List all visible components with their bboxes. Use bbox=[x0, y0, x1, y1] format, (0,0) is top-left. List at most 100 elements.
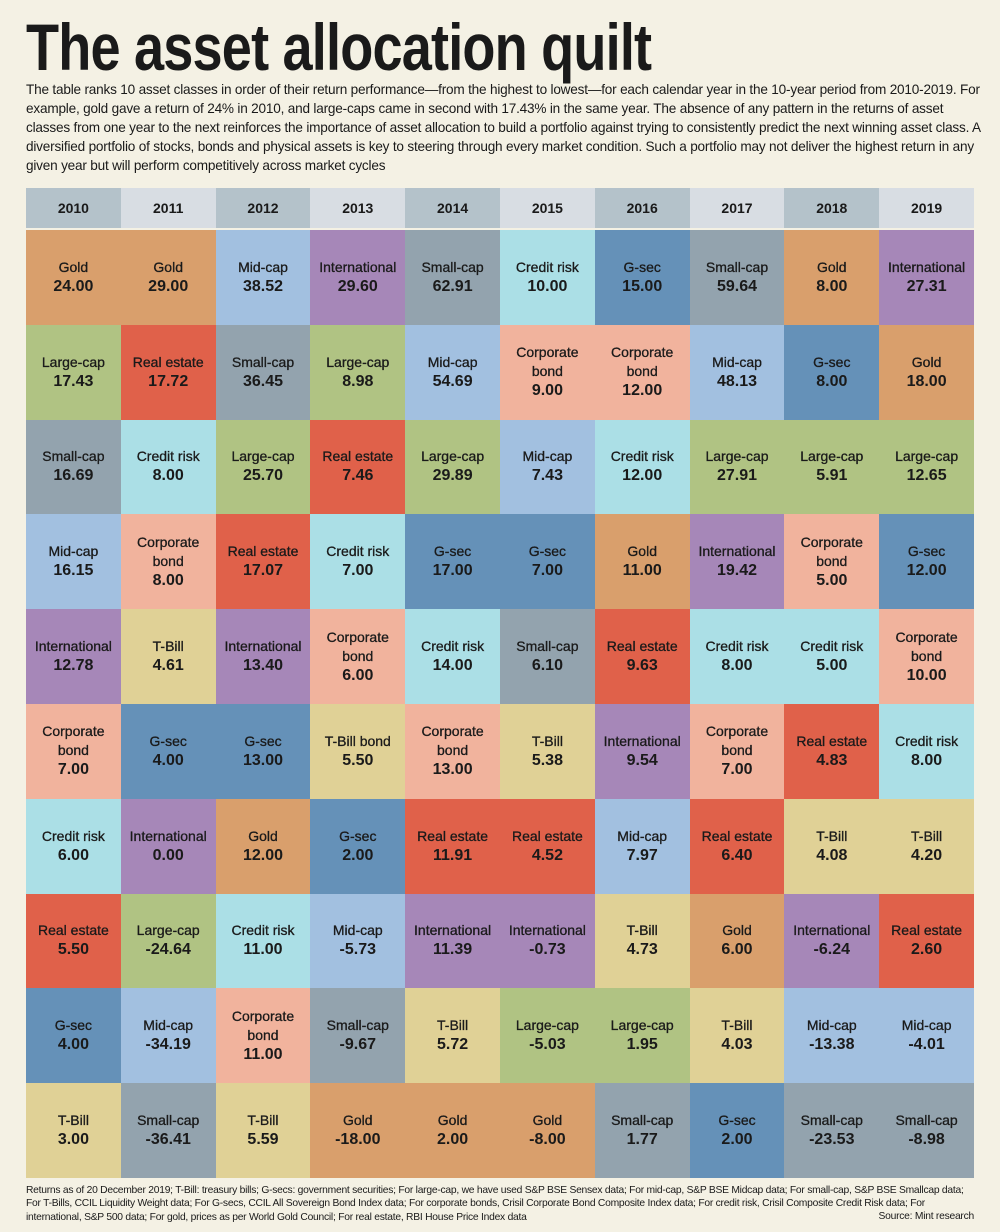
asset-cell: Mid-cap 38.52 bbox=[215, 230, 311, 325]
return-value: -34.19 bbox=[145, 1036, 191, 1054]
return-value: 25.70 bbox=[242, 467, 284, 485]
asset-cell: Corporate bond 7.00 bbox=[26, 704, 121, 799]
asset-cell: Credit risk 10.00 bbox=[500, 230, 595, 325]
asset-cell: Mid-cap -34.19 bbox=[120, 988, 216, 1084]
return-value: 12.00 bbox=[622, 382, 663, 400]
asset-cell: Corporate bond 13.00 bbox=[405, 704, 500, 799]
asset-label: Corporate bond bbox=[137, 533, 200, 569]
year-header: 2013 bbox=[310, 188, 406, 228]
asset-label: Small-cap bbox=[705, 258, 769, 275]
asset-cell: T-Bill 5.59 bbox=[215, 1083, 311, 1178]
return-value: 12.00 bbox=[242, 846, 284, 864]
asset-label: Credit risk bbox=[231, 922, 295, 939]
return-value: 17.43 bbox=[53, 372, 94, 390]
asset-cell: T-Bill 5.72 bbox=[405, 988, 500, 1084]
asset-cell: Large-cap 25.70 bbox=[215, 419, 311, 515]
asset-label: Credit risk bbox=[610, 448, 674, 465]
asset-label: Credit risk bbox=[895, 732, 959, 749]
asset-label: International bbox=[224, 638, 302, 655]
return-value: 7.43 bbox=[531, 467, 563, 485]
asset-cell: Large-cap -5.03 bbox=[500, 988, 595, 1084]
asset-label: G-sec bbox=[244, 732, 282, 749]
asset-quilt-table: 2010 2011 2012 2013 2014 2015 2016 2017 2018 2019… bbox=[26, 188, 974, 1178]
return-value: 5.00 bbox=[816, 657, 848, 675]
asset-cell: Real estate 6.40 bbox=[689, 798, 785, 894]
asset-cell: T-Bill 4.03 bbox=[689, 988, 785, 1084]
asset-label: Real estate bbox=[417, 827, 488, 844]
return-value: 13.00 bbox=[242, 751, 284, 769]
page-title: The asset allocation quilt bbox=[26, 10, 652, 84]
return-value: 8.00 bbox=[152, 467, 184, 485]
asset-cell: International -6.24 bbox=[784, 893, 880, 989]
return-value: 6.00 bbox=[57, 846, 89, 864]
asset-label: International bbox=[414, 922, 492, 939]
asset-cell: G-sec 4.00 bbox=[120, 704, 216, 799]
return-value: 5.38 bbox=[531, 751, 563, 769]
asset-cell: Large-cap -24.64 bbox=[120, 893, 216, 989]
asset-label: Corporate bond bbox=[231, 1007, 295, 1043]
asset-label: Large-cap bbox=[231, 448, 295, 465]
asset-cell: Gold 29.00 bbox=[120, 230, 216, 325]
return-value: 5.72 bbox=[437, 1036, 469, 1054]
return-value: -8.98 bbox=[908, 1131, 945, 1149]
asset-cell: Credit risk 5.00 bbox=[784, 609, 880, 704]
asset-cell: Credit risk 8.00 bbox=[120, 419, 216, 515]
return-value: 48.13 bbox=[716, 372, 758, 390]
asset-cell: Gold 24.00 bbox=[26, 230, 121, 325]
asset-label: Large-cap bbox=[421, 448, 485, 465]
return-value: 7.00 bbox=[342, 562, 374, 580]
asset-cell: G-sec 7.00 bbox=[500, 514, 595, 610]
return-value: 8.00 bbox=[911, 751, 943, 769]
asset-cell: Large-cap 8.98 bbox=[310, 324, 406, 420]
asset-label: G-sec bbox=[149, 732, 187, 749]
return-value: 8.00 bbox=[721, 657, 753, 675]
year-header: 2019 bbox=[879, 188, 974, 228]
asset-label: T-Bill bbox=[152, 638, 184, 655]
asset-label: Small-cap bbox=[421, 258, 484, 275]
asset-label: Large-cap bbox=[610, 1017, 674, 1034]
return-value: 12.00 bbox=[622, 467, 663, 485]
asset-label: Credit risk bbox=[326, 543, 390, 560]
asset-label: Mid-cap bbox=[617, 827, 668, 844]
asset-cell: Small-cap -23.53 bbox=[784, 1083, 880, 1178]
asset-cell: Real estate 7.46 bbox=[310, 419, 406, 515]
asset-cell: Small-cap 1.77 bbox=[594, 1083, 690, 1178]
return-value: 17.07 bbox=[242, 562, 284, 580]
asset-cell: Small-cap -8.98 bbox=[879, 1083, 974, 1178]
asset-cell: Corporate bond 9.00 bbox=[500, 324, 595, 420]
return-value: 6.00 bbox=[721, 941, 753, 959]
asset-cell: Small-cap -9.67 bbox=[310, 988, 406, 1084]
year-header: 2016 bbox=[594, 188, 690, 228]
asset-label: G-sec bbox=[433, 543, 472, 560]
asset-label: T-Bill bbox=[531, 732, 563, 749]
return-value: 13.00 bbox=[432, 761, 473, 779]
return-value: 17.72 bbox=[148, 372, 189, 390]
asset-cell: Credit risk 8.00 bbox=[879, 704, 974, 799]
asset-label: Corporate bond bbox=[611, 344, 674, 380]
asset-label: Small-cap bbox=[516, 638, 579, 655]
asset-cell: Mid-cap -4.01 bbox=[879, 988, 974, 1084]
asset-cell: International 13.40 bbox=[215, 609, 311, 704]
asset-cell: Mid-cap -13.38 bbox=[784, 988, 880, 1084]
asset-label: Credit risk bbox=[136, 448, 200, 465]
year-header: 2014 bbox=[405, 188, 500, 228]
asset-cell: International 19.42 bbox=[689, 514, 785, 610]
return-value: 9.63 bbox=[626, 657, 658, 675]
return-value: 8.00 bbox=[816, 277, 848, 295]
asset-cell: Gold -18.00 bbox=[310, 1083, 406, 1178]
asset-cell: Corporate bond 10.00 bbox=[879, 609, 974, 704]
asset-cell: Small-cap 59.64 bbox=[689, 230, 785, 325]
asset-cell: Real estate 17.72 bbox=[120, 324, 216, 420]
asset-cell: T-Bill 3.00 bbox=[26, 1083, 121, 1178]
asset-label: Gold bbox=[343, 1112, 373, 1129]
asset-label: Gold bbox=[627, 543, 657, 560]
return-value: 24.00 bbox=[53, 277, 94, 295]
return-value: 4.52 bbox=[531, 846, 563, 864]
return-value: -8.00 bbox=[529, 1131, 566, 1149]
asset-cell: International 12.78 bbox=[26, 609, 121, 704]
asset-label: Credit risk bbox=[515, 258, 579, 275]
asset-label: G-sec bbox=[718, 1112, 756, 1129]
asset-label: International bbox=[888, 258, 966, 275]
footnote: Returns as of 20 December 2019; T-Bill: … bbox=[26, 1185, 964, 1223]
return-value: 62.91 bbox=[432, 277, 473, 295]
